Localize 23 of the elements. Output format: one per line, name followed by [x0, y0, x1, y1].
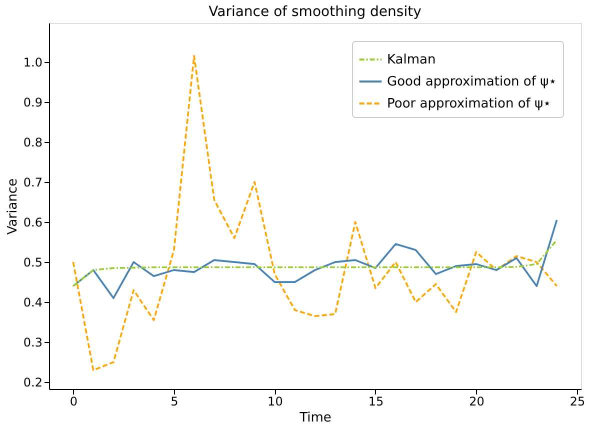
x-tick-label: 15: [368, 394, 384, 408]
x-tick-label: 25: [570, 394, 586, 408]
x-tick-label: 10: [268, 394, 283, 408]
y-tick-label: 0.8: [23, 135, 42, 150]
y-tick-label: 0.9: [23, 95, 42, 110]
y-tick-label: 0.4: [23, 296, 42, 310]
line-series: [72, 239, 558, 287]
legend-label: Good approximation of ψ⋆: [387, 74, 557, 90]
chart-title: Variance of smoothing density: [208, 4, 422, 20]
y-tick-label: 1.0: [23, 55, 42, 70]
y-tick-label: 0.5: [23, 256, 42, 270]
x-tick-label: 0: [70, 394, 78, 408]
y-axis-title: Variance: [5, 178, 20, 235]
x-tick-label: 20: [469, 394, 484, 408]
y-tick-label: 0.3: [23, 336, 42, 350]
y-tick-label: 0.6: [23, 216, 42, 230]
y-tick-label: 0.2: [23, 376, 42, 390]
legend-label: Kalman: [387, 52, 436, 68]
x-axis-title: Time: [298, 410, 332, 426]
legend-label: Poor approximation of ψ⋆: [387, 96, 552, 112]
line-series: [72, 54, 558, 372]
x-tick-label: 5: [170, 394, 178, 408]
y-tick-label: 0.7: [23, 175, 42, 190]
